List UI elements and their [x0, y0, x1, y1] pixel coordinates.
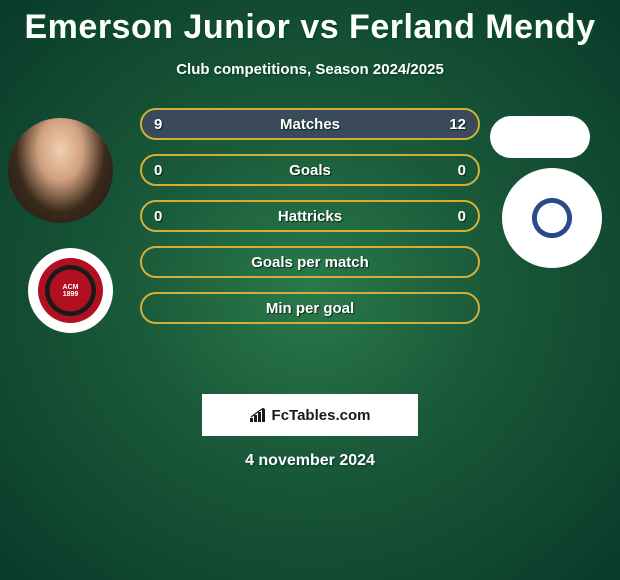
stat-label: Min per goal — [142, 300, 478, 317]
comparison-content: ACM 1899 912Matches 00Goals 00Hattricks Goa… — [0, 108, 620, 388]
player-left-avatar — [8, 118, 113, 223]
comparison-title: Emerson Junior vs Ferland Mendy — [0, 0, 620, 47]
club-left-badge: ACM 1899 — [28, 248, 113, 333]
branding-text: FcTables.com — [272, 407, 371, 424]
club-left-badge-inner: ACM 1899 — [38, 258, 103, 323]
comparison-date: 4 november 2024 — [0, 452, 620, 470]
club-right-badge-inner — [517, 183, 587, 253]
stat-label: Goals per match — [142, 254, 478, 271]
stat-row: Min per goal — [140, 292, 480, 324]
club-right-badge — [502, 168, 602, 268]
stat-row: 912Matches — [140, 108, 480, 140]
player-right-avatar — [490, 116, 590, 158]
stat-label: Hattricks — [142, 208, 478, 225]
club-left-name: ACM — [63, 284, 79, 291]
club-left-year: 1899 — [63, 291, 79, 298]
stat-row: Goals per match — [140, 246, 480, 278]
stat-row: 00Hattricks — [140, 200, 480, 232]
stat-label: Goals — [142, 162, 478, 179]
comparison-subtitle: Club competitions, Season 2024/2025 — [0, 61, 620, 78]
stat-label: Matches — [142, 116, 478, 133]
stats-container: 912Matches 00Goals 00Hattricks Goals per ma… — [140, 108, 480, 338]
stat-row: 00Goals — [140, 154, 480, 186]
branding-box: FcTables.com — [202, 394, 418, 436]
chart-icon — [250, 408, 268, 422]
